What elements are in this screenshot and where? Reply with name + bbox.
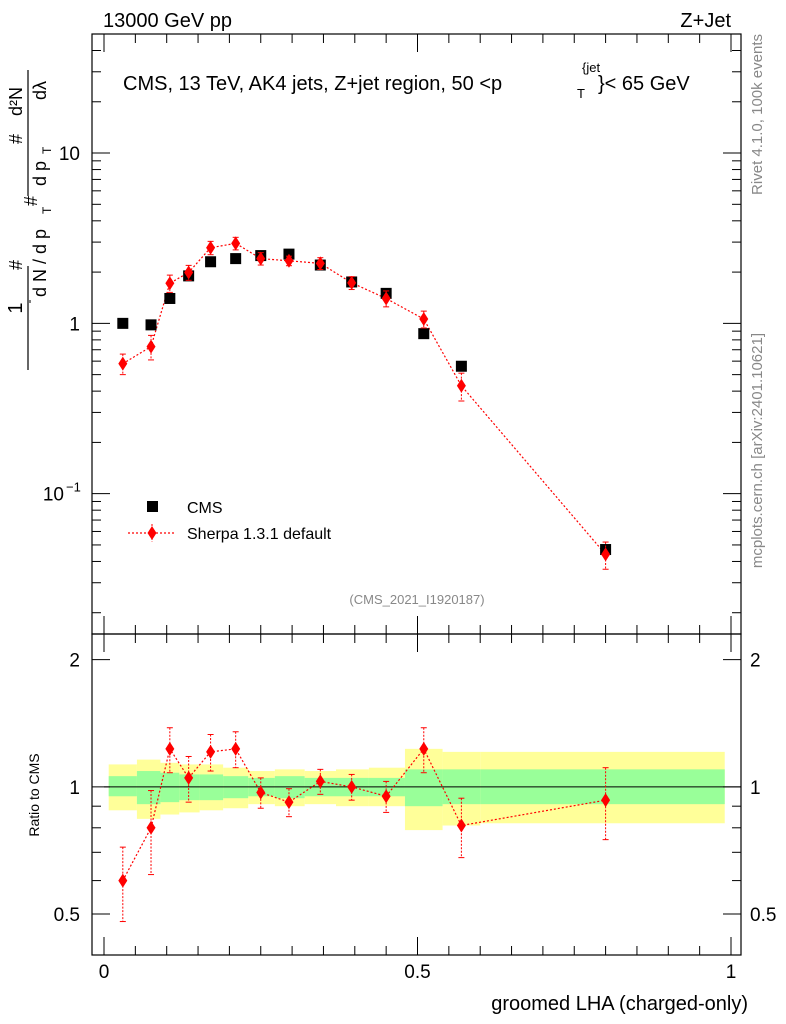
- ylabel-hash-3: #: [6, 134, 26, 144]
- main-y-tick-label-sup: −1: [66, 480, 81, 495]
- mc-data-point: [231, 236, 241, 251]
- mc-ratio-point: [256, 785, 266, 800]
- ratio-y-tick-label-right: 2: [750, 651, 761, 672]
- cms-data-point: [455, 360, 467, 372]
- mc-data-point: [184, 265, 194, 280]
- mc-data-point: [256, 251, 266, 266]
- cms-data-point: [205, 256, 217, 268]
- mc-ratio-point: [284, 795, 294, 810]
- mc-data-point: [284, 253, 294, 268]
- ratio-y-tick-label-right: 0.5: [750, 905, 776, 926]
- ylabel-d2N: d²N: [6, 87, 26, 116]
- ylabel-dlambda: dλ: [30, 81, 50, 100]
- header-right: Z+Jet: [680, 10, 731, 32]
- ratio-band-inner: [108, 776, 137, 797]
- mc-data-point: [347, 275, 357, 290]
- plot-title-close: }< 65 GeV: [598, 73, 690, 95]
- ratio-y-tick-label-left: 0.5: [54, 905, 80, 926]
- mc-ratio-point: [146, 820, 156, 835]
- mc-ratio-point: [419, 741, 429, 756]
- plot-title: CMS, 13 TeV, AK4 jets, Z+jet region, 50 …: [123, 60, 690, 101]
- x-tick-label: 1: [726, 962, 737, 983]
- mc-line-ratio: [122, 747, 606, 881]
- ratio-band-inner: [160, 772, 180, 803]
- cms-data-point: [117, 317, 129, 329]
- legend-label: Sherpa 1.3.1 default: [187, 526, 332, 543]
- cms-data-point: [418, 328, 430, 340]
- mc-ratio-point: [165, 741, 175, 756]
- data-series: [117, 236, 612, 923]
- ratio-y-tick-label-right: 1: [750, 778, 761, 799]
- mc-data-point: [206, 240, 216, 255]
- ylabel-dpT: d p: [30, 161, 50, 186]
- mc-ratio-point: [184, 770, 194, 785]
- source-label: mcplots.cern.ch [arXiv:2401.10621]: [749, 333, 766, 568]
- ratio-band-inner: [136, 771, 161, 805]
- mc-ratio-point: [347, 779, 357, 794]
- x-axis-label: groomed LHA (charged-only): [491, 993, 748, 1015]
- main-y-axis-label: # 1 d N / d p T # d²N d p T dλ #: [5, 70, 54, 370]
- legend-cms-marker: [147, 501, 158, 512]
- x-ticks: 0 0.5 1: [99, 34, 737, 983]
- mc-data-point: [165, 276, 175, 291]
- header-left: 13000 GeV pp: [103, 10, 232, 32]
- mc-ratio-point: [381, 789, 391, 804]
- cms-data-point: [164, 292, 176, 304]
- ratio-uncertainty-bands: [104, 748, 741, 831]
- analysis-id: (CMS_2021_I1920187): [349, 592, 484, 607]
- ylabel-dN-sub: T: [40, 206, 54, 214]
- x-tick-label: 0.5: [404, 962, 430, 983]
- main-y-tick-label: 1: [69, 314, 80, 335]
- main-y-tick-label: 10: [43, 485, 64, 506]
- ratio-plot-frame: [91, 633, 742, 956]
- mc-ratio-point: [231, 741, 241, 756]
- legend-label: CMS: [187, 500, 223, 517]
- mc-ratio-point: [206, 744, 216, 759]
- x-tick-label: 0: [99, 962, 110, 983]
- ylabel-hash-2: #: [21, 196, 41, 206]
- mc-ratio-point: [118, 873, 128, 888]
- legend-mc-marker: [147, 526, 157, 540]
- ratio-y-axis-label: Ratio to CMS: [26, 753, 42, 836]
- ylabel-dN: d N / d p: [30, 229, 50, 297]
- mc-ratio-point: [315, 774, 325, 789]
- ratio-band-inner: [404, 769, 443, 807]
- mc-data-point: [146, 339, 156, 354]
- legend: CMS Sherpa 1.3.1 default: [128, 500, 332, 543]
- ylabel-hash-1: #: [6, 260, 26, 270]
- rivet-version-label: Rivet 4.1.0, 100k events: [749, 34, 766, 195]
- ylabel-dpT-sub: T: [40, 146, 54, 154]
- mc-ratio-point: [456, 818, 466, 833]
- ratio-y-tick-label-left: 2: [69, 651, 80, 672]
- mc-data-point: [419, 312, 429, 327]
- mc-data-point: [456, 378, 466, 393]
- cms-data-point: [230, 253, 242, 265]
- mc-ratio-point: [601, 793, 611, 808]
- ratio-y-ticks: 2 2 1 1 0.5 0.5: [54, 651, 777, 926]
- ylabel-one: 1: [5, 302, 27, 313]
- ratio-y-tick-label-left: 1: [69, 778, 80, 799]
- main-y-tick-label: 10: [59, 144, 80, 165]
- cms-data-point: [145, 319, 157, 331]
- plot-frames: [91, 33, 742, 956]
- plot-title-sup: {jet: [582, 60, 600, 75]
- main-plot-frame: [91, 33, 742, 635]
- mc-data-point: [118, 356, 128, 371]
- plot-title-main: CMS, 13 TeV, AK4 jets, Z+jet region, 50 …: [123, 73, 502, 95]
- plot-title-sub: T: [577, 86, 585, 101]
- mc-data-point: [381, 291, 391, 306]
- mc-data-point: [315, 256, 325, 271]
- mc-data-point: [601, 547, 611, 562]
